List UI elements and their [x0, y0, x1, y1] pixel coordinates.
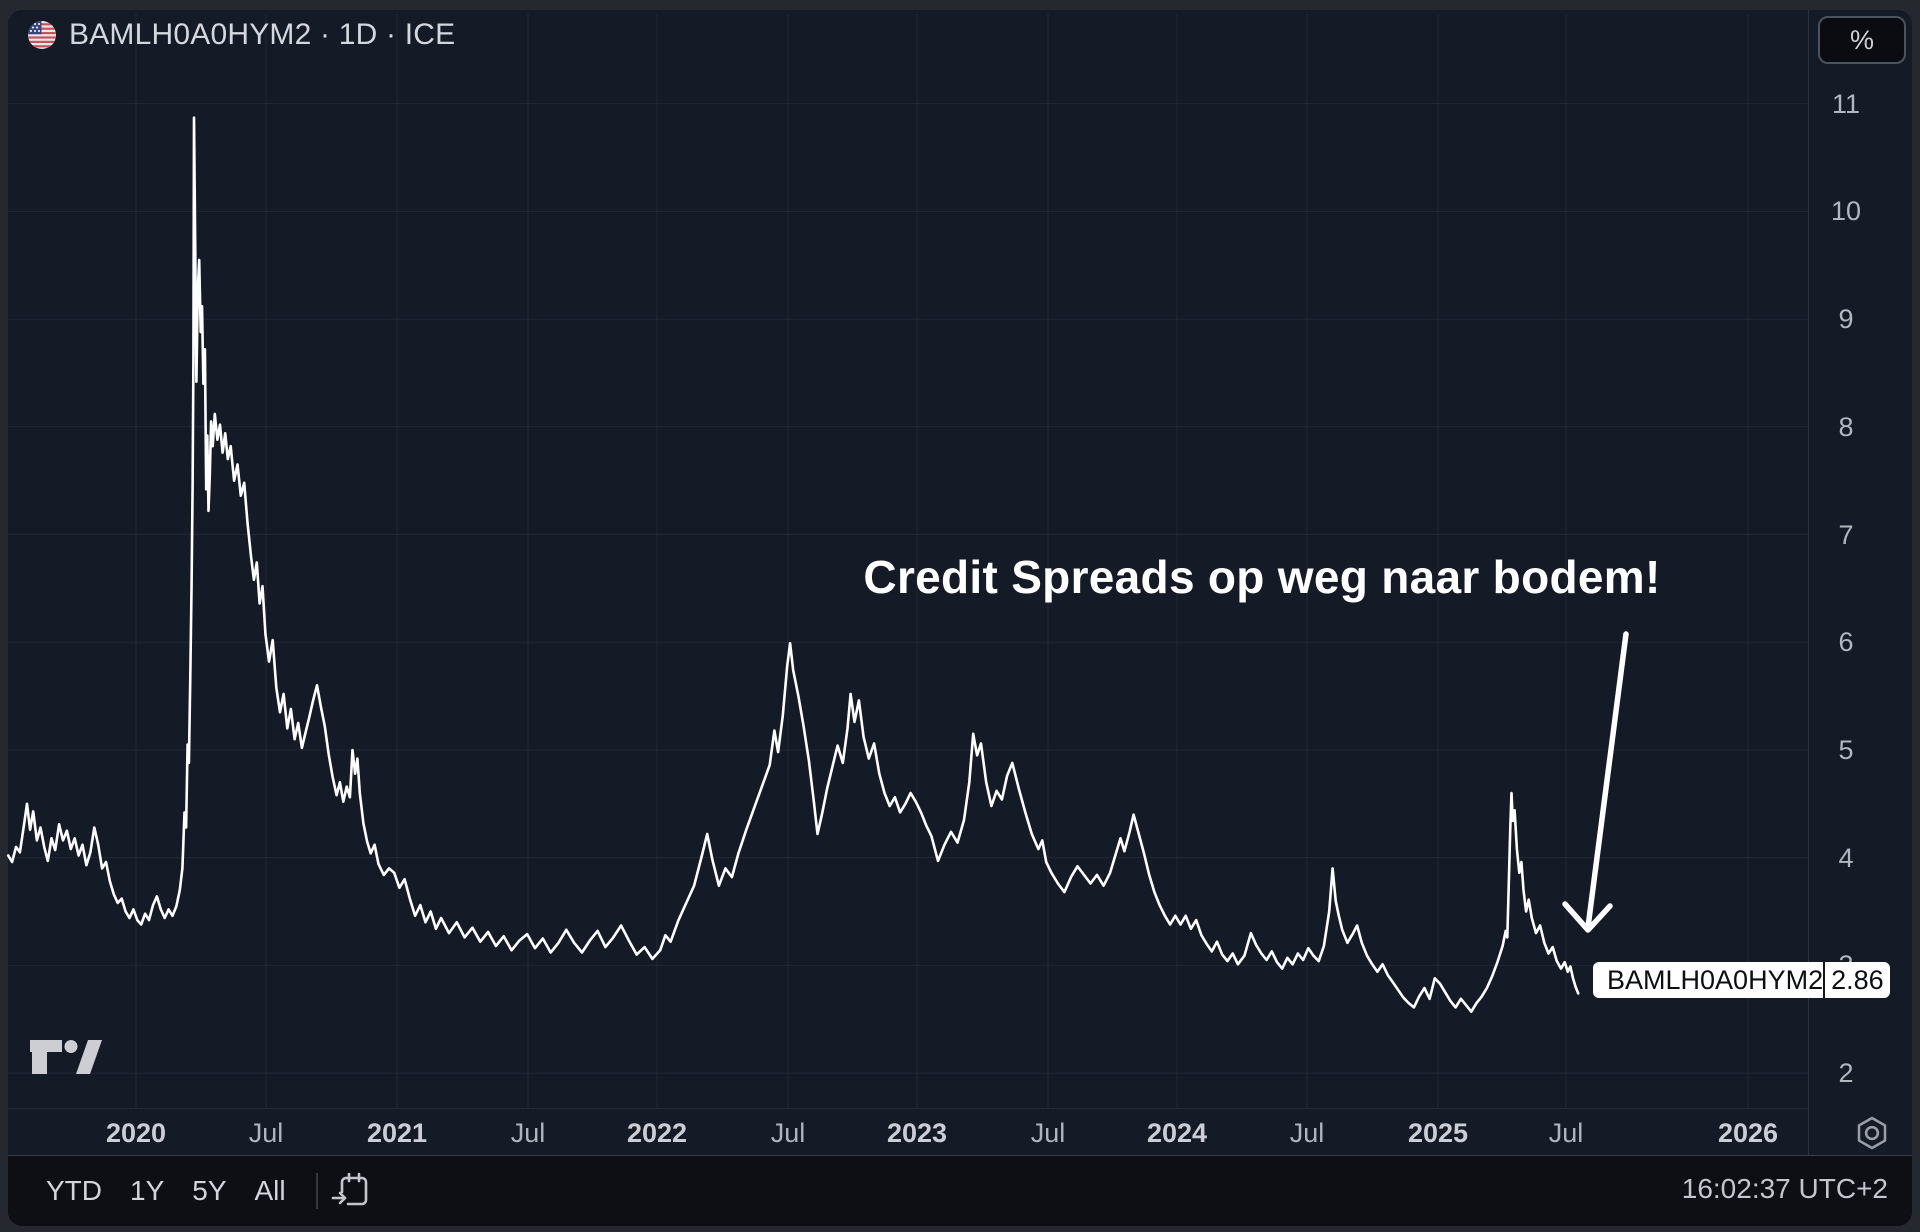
- range-buttons: YTD 1Y 5Y All: [46, 1175, 314, 1207]
- y-tick-label: 6: [1838, 627, 1854, 658]
- y-tick-label: 4: [1838, 842, 1854, 873]
- price-label-symbol: BAMLH0A0HYM2: [1607, 964, 1824, 995]
- goto-date-button[interactable]: [330, 1171, 374, 1211]
- price-label-divider: [1823, 962, 1825, 998]
- clock-timezone[interactable]: 16:02:37 UTC+2: [1681, 1173, 1888, 1204]
- x-tick-label: 2022: [626, 1118, 688, 1148]
- price-label-value: 2.86: [1831, 964, 1884, 995]
- x-tick-label: 2025: [1407, 1118, 1469, 1148]
- text-annotation[interactable]: Credit Spreads op weg naar bodem!: [863, 551, 1661, 603]
- chart-panel: [8, 10, 1912, 1226]
- down-arrow-annotation[interactable]: [1562, 631, 1629, 933]
- x-tick-label: 2020: [105, 1118, 167, 1148]
- range-button-all[interactable]: All: [254, 1175, 286, 1206]
- x-tick-label: Jul: [1030, 1118, 1066, 1148]
- settings-hexagon-icon[interactable]: [1852, 1113, 1892, 1153]
- us-flag-icon: [28, 21, 56, 49]
- x-tick-label: Jul: [1289, 1118, 1325, 1148]
- chart-legend: BAMLH0A0HYM2 · 1D · ICE: [28, 18, 455, 52]
- y-tick-label: 8: [1838, 411, 1854, 442]
- x-tick-label: Jul: [248, 1118, 284, 1148]
- price-scale-unit-button[interactable]: %: [1818, 16, 1906, 64]
- range-button-ytd[interactable]: YTD: [46, 1175, 102, 1206]
- x-tick-label: 2023: [886, 1118, 948, 1148]
- last-price-label: BAMLH0A0HYM2 2.86: [1593, 962, 1890, 998]
- x-tick-label: 2026: [1717, 1118, 1779, 1148]
- time-scale-divider: [8, 1108, 1808, 1109]
- x-tick-label: 2021: [366, 1118, 428, 1148]
- calendar-goto-date-icon: [331, 1172, 367, 1206]
- toolbar-divider: [315, 1173, 318, 1209]
- y-tick-label: 11: [1831, 88, 1861, 119]
- y-tick-label: 9: [1838, 304, 1854, 335]
- price-line-series: [6, 116, 1580, 1013]
- gridlines: [8, 14, 1808, 1108]
- price-scale-divider: [1808, 10, 1809, 1155]
- tradingview-logo-icon[interactable]: [30, 1040, 102, 1074]
- x-tick-label: Jul: [770, 1118, 806, 1148]
- y-tick-label: 5: [1838, 734, 1854, 765]
- y-tick-label: 2: [1838, 1058, 1854, 1089]
- symbol-title[interactable]: BAMLH0A0HYM2 · 1D · ICE: [69, 18, 456, 51]
- range-button-1y[interactable]: 1Y: [130, 1175, 165, 1206]
- x-tick-label: 2024: [1146, 1118, 1208, 1148]
- x-tick-label: Jul: [510, 1118, 546, 1148]
- bottom-toolbar: YTD 1Y 5Y All 16:02:37 UTC+2: [8, 1155, 1912, 1226]
- y-tick-label: 7: [1838, 519, 1854, 550]
- y-tick-label: 10: [1830, 196, 1862, 227]
- range-button-5y[interactable]: 5Y: [192, 1175, 227, 1206]
- x-tick-label: Jul: [1548, 1118, 1584, 1148]
